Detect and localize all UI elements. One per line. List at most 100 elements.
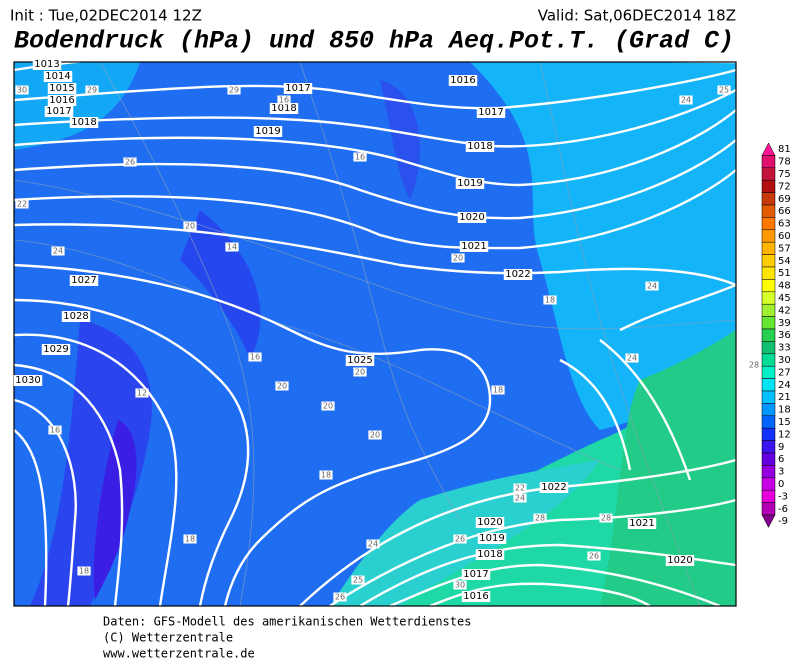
legend-label: 81 [778, 144, 791, 155]
temperature-label: 25 [353, 576, 363, 585]
temperature-label-box [353, 367, 367, 377]
temperature-label-box [123, 157, 137, 167]
temperature-label: 29 [229, 86, 239, 95]
isobar-label-box [44, 106, 74, 117]
legend-label: 63 [778, 219, 791, 230]
legend-label: 12 [778, 429, 791, 440]
isobar-label-box [32, 59, 62, 70]
temperature-label: 24 [515, 494, 525, 503]
temperature-label: 24 [53, 247, 63, 256]
temperature-label: 29 [87, 86, 97, 95]
legend-label: 51 [778, 268, 791, 279]
isobar-label: 1022 [541, 482, 566, 493]
legend-swatch [761, 415, 776, 429]
isobar-label: 1017 [478, 107, 503, 118]
isobar-label-box [345, 355, 375, 366]
isobar-label: 1017 [46, 106, 71, 117]
legend-swatch [761, 155, 776, 169]
isobar-label-box [503, 269, 533, 280]
temperature-label: 18 [321, 471, 331, 480]
legend-swatch [761, 142, 776, 156]
map-title: Bodendruck (hPa) und 850 hPa Aeq.Pot.T. … [14, 27, 734, 56]
legend-swatch [761, 477, 776, 491]
legend-label: 30 [778, 355, 791, 366]
temperature-label-box [491, 385, 505, 395]
temperature-label: 26 [125, 158, 135, 167]
legend-swatch [761, 316, 776, 330]
legend-label: -9 [778, 516, 788, 527]
legend-swatch [761, 427, 776, 441]
legend-label: -3 [778, 491, 788, 502]
isobar-label: 1027 [71, 275, 96, 286]
copyright-note: (C) Wetterzentrale [103, 631, 233, 645]
legend-swatch [761, 167, 776, 181]
isobar-label-box [455, 178, 485, 189]
temperature-label-box [225, 242, 239, 252]
temperature-label-box [453, 534, 467, 544]
isobar-label: 1021 [629, 518, 654, 529]
isobar-label-box [253, 126, 283, 137]
temperature-label: 22 [17, 200, 27, 209]
temperature-label-box [183, 534, 197, 544]
temperature-label-box [85, 85, 99, 95]
temperature-label: 20 [370, 431, 380, 440]
isobar-label: 1025 [347, 355, 372, 366]
temperature-label-box [227, 85, 241, 95]
temperature-label-box [747, 360, 761, 370]
isobar-label: 1030 [15, 375, 40, 386]
legend-swatch [761, 179, 776, 193]
legend-swatch [761, 266, 776, 280]
temperature-label: 24 [681, 96, 691, 105]
temperature-label: 20 [323, 402, 333, 411]
isobar-label-box [461, 569, 491, 580]
legend-swatch [761, 390, 776, 404]
temperature-label-box [513, 493, 527, 503]
legend-swatch [761, 217, 776, 231]
temperature-label-box [333, 592, 347, 602]
field-area [14, 62, 140, 150]
legend-label: 57 [778, 243, 791, 254]
legend-swatch [761, 440, 776, 454]
isobar-label: 1022 [505, 269, 530, 280]
isobar-label: 1019 [457, 178, 482, 189]
isobar-label: 1021 [461, 241, 486, 252]
isobar-label: 1016 [49, 95, 74, 106]
legend-label: 33 [778, 343, 791, 354]
isobar-label-box [61, 311, 91, 322]
legend-label: 39 [778, 318, 791, 329]
isobar-label: 1017 [285, 83, 310, 94]
isobar-label: 1018 [477, 549, 502, 560]
temperature-label-box [51, 246, 65, 256]
temperature-label-box [587, 551, 601, 561]
isobar-label: 1029 [43, 344, 68, 355]
temperature-label-box [321, 401, 335, 411]
isobar-label-box [283, 83, 313, 94]
isobar-label-box [69, 117, 99, 128]
legend-label: 54 [778, 256, 791, 267]
temperature-label-box [368, 430, 382, 440]
isobar-label-box [627, 518, 657, 529]
legend-swatch [761, 291, 776, 305]
source-note: Daten: GFS-Modell des amerikanischen Wet… [103, 615, 471, 629]
legend-swatch [761, 353, 776, 367]
isobar-label-box [43, 71, 73, 82]
temperature-label: 20 [277, 382, 287, 391]
temperature-label: 20 [453, 254, 463, 263]
temperature-label: 24 [627, 354, 637, 363]
field-area [30, 320, 152, 606]
legend-label: 60 [778, 231, 791, 242]
legend-swatch [761, 303, 776, 317]
isobar-label: 1018 [71, 117, 96, 128]
isobar-label-box [477, 533, 507, 544]
isobar-label-box [47, 95, 77, 106]
legend-label: 9 [778, 442, 784, 453]
field-area [470, 62, 736, 430]
temperature-label: 26 [455, 535, 465, 544]
legend-swatch [761, 378, 776, 392]
legend-label: 78 [778, 157, 791, 168]
isobar-label-box [69, 275, 99, 286]
isobar-label: 1016 [463, 591, 488, 602]
legend-label: 24 [778, 380, 791, 391]
isobar-label: 1013 [34, 59, 59, 70]
